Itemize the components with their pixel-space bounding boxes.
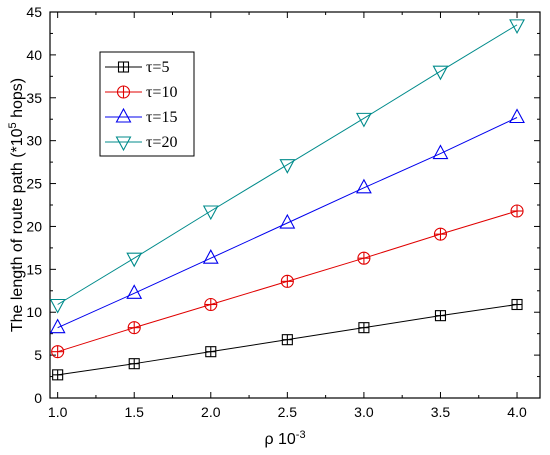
x-tick-label: 2.0	[201, 404, 221, 420]
marker-triangle	[49, 298, 66, 314]
data-point	[355, 178, 372, 194]
data-point	[281, 334, 293, 346]
x-axis-label-exponent: -3	[296, 429, 306, 441]
x-axis-label-main: ρ 10	[264, 431, 295, 448]
x-axis-label: ρ 10-3	[264, 429, 305, 448]
data-point	[127, 321, 141, 335]
legend-label: τ=5	[146, 59, 169, 76]
marker-triangle	[279, 159, 296, 174]
legend-marker	[115, 136, 132, 152]
legend-label: τ=10	[146, 84, 177, 101]
marker-triangle	[115, 107, 132, 123]
marker-triangle	[432, 144, 449, 160]
data-point	[509, 108, 525, 124]
x-tick-label: 4.0	[507, 404, 527, 420]
marker-triangle	[115, 136, 132, 152]
y-tick-label: 30	[26, 133, 42, 149]
data-point	[357, 251, 371, 265]
legend-item: τ=15	[105, 107, 177, 126]
data-point	[358, 322, 370, 334]
x-tick-label: 1.5	[124, 404, 144, 420]
data-point	[433, 227, 448, 241]
legend-marker	[117, 61, 130, 73]
x-tick-label: 1.0	[48, 404, 68, 420]
data-point	[52, 369, 64, 381]
data-point	[434, 310, 447, 322]
y-axis-label: The length of route path (*105 hops)	[7, 78, 26, 332]
data-point	[128, 358, 140, 370]
data-point	[510, 204, 524, 218]
y-tick-label: 35	[26, 90, 42, 106]
legend-item: τ=20	[105, 134, 177, 152]
marker-triangle	[279, 213, 296, 229]
legend-item: τ=10	[105, 84, 177, 101]
data-point	[432, 65, 449, 81]
marker-triangle	[202, 249, 219, 264]
y-tick-label: 25	[26, 176, 42, 192]
y-tick-label: 0	[34, 390, 42, 406]
marker-triangle	[126, 252, 143, 268]
marker-triangle	[126, 284, 143, 299]
marker-triangle	[509, 108, 525, 124]
series-line	[57, 117, 518, 329]
legend-box	[99, 51, 195, 157]
x-tick-label: 3.0	[354, 404, 374, 420]
legend-marker	[115, 107, 132, 123]
data-point	[509, 19, 525, 35]
data-point	[51, 345, 65, 359]
marker-triangle	[49, 318, 66, 334]
x-tick-label: 3.5	[431, 404, 451, 420]
data-point	[49, 298, 66, 314]
series-2	[51, 204, 524, 359]
data-point	[49, 318, 66, 334]
series-1	[52, 298, 523, 381]
data-point	[355, 112, 372, 128]
data-point	[204, 297, 218, 312]
data-point	[126, 252, 143, 268]
legend-label: τ=20	[146, 134, 177, 151]
y-tick-label: 20	[26, 218, 42, 234]
y-axis-label-suffix: hops)	[9, 78, 26, 122]
series-line	[57, 24, 518, 305]
marker-triangle	[432, 65, 449, 81]
data-point	[202, 249, 219, 264]
data-point	[432, 144, 449, 160]
series-3	[49, 108, 525, 334]
marker-triangle	[202, 205, 219, 221]
y-tick-label: 5	[34, 347, 42, 363]
data-point	[280, 274, 294, 288]
data-point	[205, 346, 217, 358]
x-tick-label: 2.5	[278, 404, 298, 420]
legend-item: τ=5	[105, 59, 169, 76]
data-point	[279, 213, 296, 229]
series-4	[49, 19, 525, 314]
data-point	[126, 284, 143, 299]
y-tick-label: 10	[26, 304, 42, 320]
marker-triangle	[355, 112, 372, 128]
y-tick-label: 15	[26, 261, 42, 277]
data-point	[202, 205, 219, 221]
data-point	[511, 298, 523, 311]
legend-label: τ=15	[146, 109, 177, 126]
marker-triangle	[509, 19, 525, 35]
y-tick-label: 40	[26, 47, 42, 63]
y-tick-label: 45	[26, 4, 42, 20]
y-axis-label-main: The length of route path (*10	[9, 128, 26, 332]
y-axis-label-exponent: 5	[7, 122, 19, 128]
marker-triangle	[355, 178, 372, 194]
legend-marker	[116, 85, 131, 99]
data-point	[279, 159, 296, 174]
